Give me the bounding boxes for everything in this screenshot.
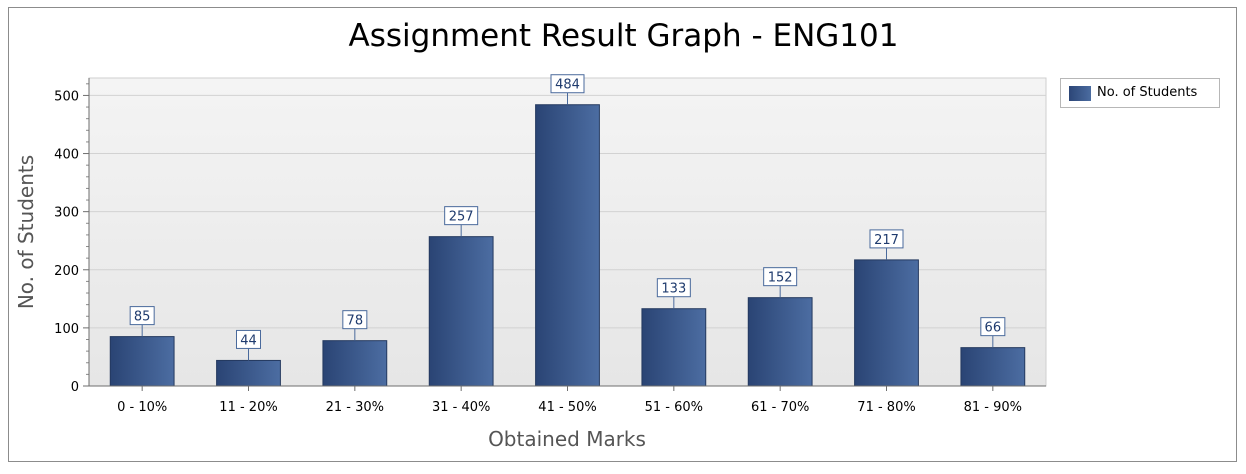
data-label: 152	[768, 271, 793, 286]
data-label-box	[980, 317, 1006, 337]
data-label: 78	[347, 314, 364, 329]
legend: No. of Students	[1060, 78, 1220, 108]
y-tick-label: 0	[71, 380, 79, 395]
y-tick-label: 300	[54, 206, 79, 221]
y-tick-label: 500	[54, 89, 79, 104]
data-label: 85	[134, 310, 151, 325]
bar	[641, 308, 707, 387]
bar	[322, 340, 388, 387]
data-labels: 85 44 78 257 484 133 152 217 66	[129, 74, 1006, 361]
axes: 0 100 200 300 400 500 0 - 10% 11 - 20% 21 - 30% 3…	[54, 78, 1046, 415]
x-tick-label: 31 - 40%	[432, 400, 490, 415]
data-label-box	[444, 206, 479, 226]
bar	[854, 259, 919, 387]
x-tick-label: 61 - 70%	[751, 400, 809, 415]
bar	[109, 336, 175, 387]
y-axis-title: No. of Students	[14, 155, 38, 309]
bar	[216, 359, 281, 387]
chart-frame: Assignment Result Graph - ENG101 85 44 78 2…	[8, 7, 1237, 462]
chart-canvas: 85 44 78 257 484 133 152 217 66 0 100 200 300 400 500…	[14, 74, 1047, 451]
data-label-box	[763, 267, 798, 287]
x-tick-label: 21 - 30%	[326, 400, 384, 415]
data-label-box	[342, 310, 368, 330]
legend-swatch	[1069, 86, 1091, 101]
data-label: 133	[661, 282, 686, 297]
x-tick-label: 71 - 80%	[857, 400, 915, 415]
data-label-box	[869, 229, 904, 249]
chart-title: Assignment Result Graph - ENG101	[348, 18, 899, 54]
data-label-box	[656, 278, 691, 298]
data-label: 44	[240, 333, 257, 348]
bars	[109, 104, 1026, 387]
bar	[747, 297, 813, 387]
data-label-box	[550, 74, 585, 94]
x-axis-title: Obtained Marks	[488, 427, 646, 451]
x-tick-label: 41 - 50%	[538, 400, 596, 415]
data-label: 217	[874, 233, 899, 248]
bar	[535, 104, 600, 387]
bar	[428, 236, 494, 387]
x-tick-label: 51 - 60%	[645, 400, 703, 415]
data-label: 257	[449, 210, 474, 225]
x-tick-label: 11 - 20%	[219, 400, 277, 415]
y-tick-label: 400	[54, 148, 79, 163]
data-label-box	[236, 329, 261, 349]
y-tick-label: 100	[54, 322, 79, 337]
legend-label: No. of Students	[1097, 85, 1198, 100]
x-tick-label: 81 - 90%	[964, 400, 1022, 415]
x-tick-label: 0 - 10%	[117, 400, 167, 415]
data-label-box	[129, 306, 155, 326]
bar	[960, 347, 1026, 387]
data-label: 66	[985, 321, 1002, 336]
y-tick-label: 200	[54, 264, 79, 279]
data-label: 484	[555, 78, 580, 93]
